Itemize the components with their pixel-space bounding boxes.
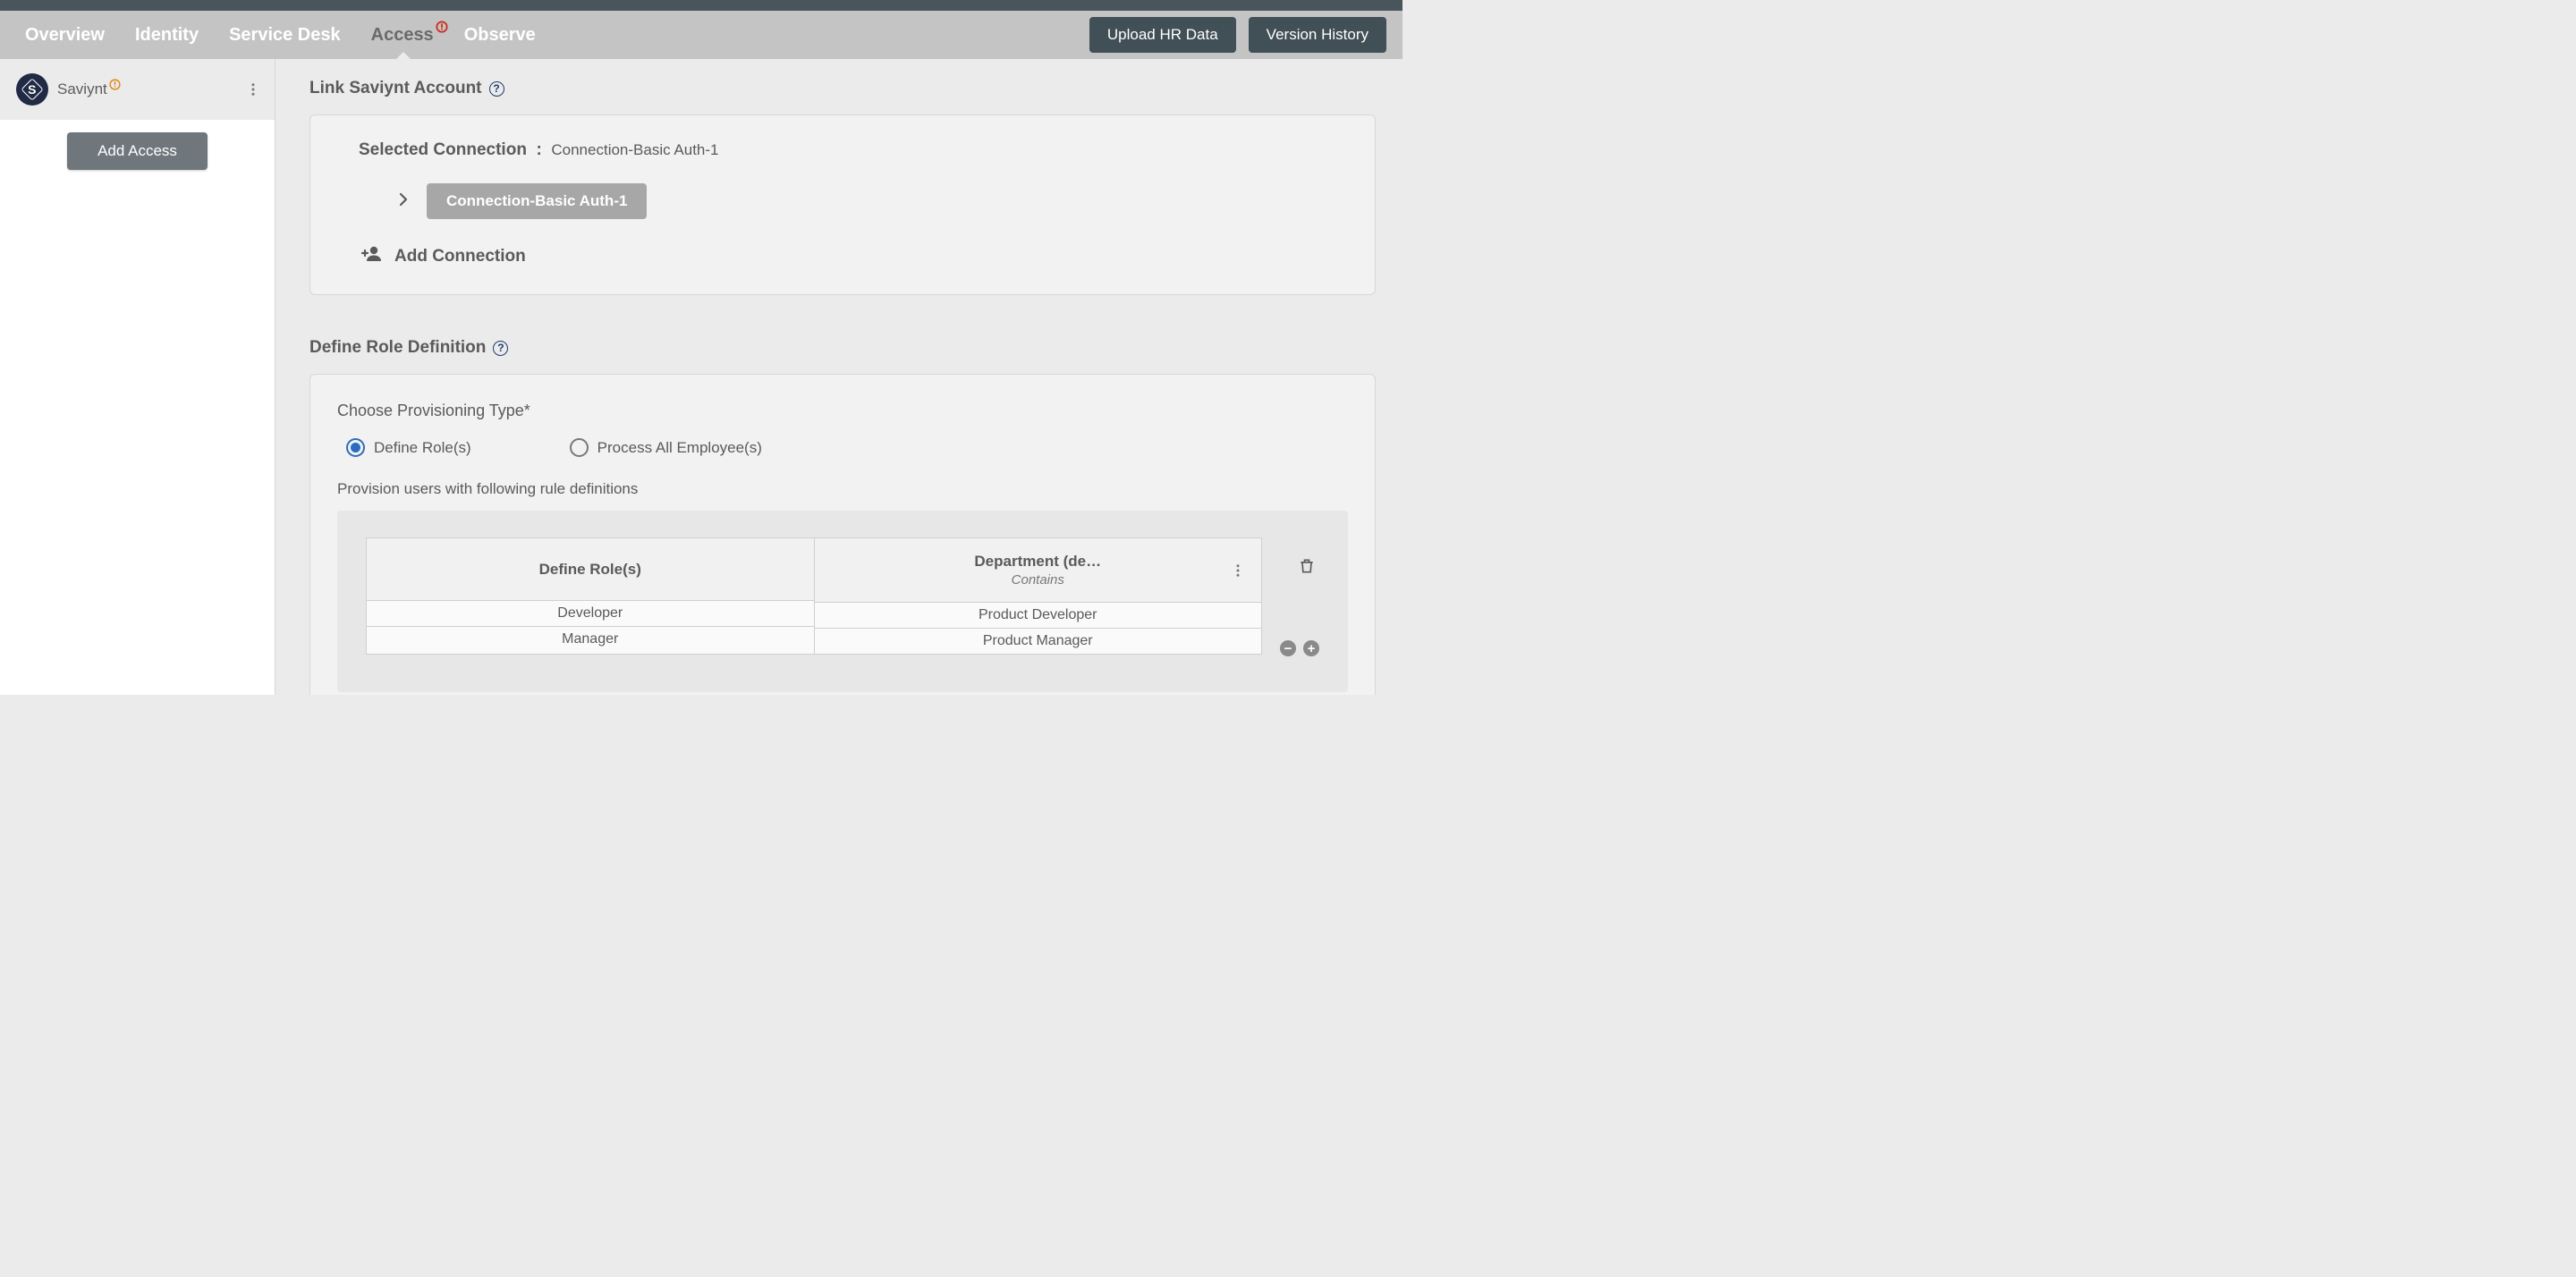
- tab-observe[interactable]: Observe: [459, 13, 541, 58]
- main: S Saviynt Add Access Link Saviynt Accoun…: [0, 59, 1402, 695]
- sidebar-item-label: Saviynt: [57, 80, 107, 98]
- rule-col2-header-line1: Department (de…: [974, 553, 1101, 571]
- provisioning-type-radios: Define Role(s) Process All Employee(s): [346, 438, 1348, 457]
- sidebar-item-label-wrap: Saviynt: [57, 80, 233, 98]
- choose-provisioning-label: Choose Provisioning Type*: [337, 402, 1348, 420]
- delete-rule-button[interactable]: [1298, 557, 1316, 579]
- radio-define-roles-label: Define Role(s): [374, 439, 471, 457]
- help-icon[interactable]: ?: [489, 81, 504, 97]
- tabs: Overview Identity Service Desk Access Ob…: [20, 13, 1089, 58]
- link-account-title-text: Link Saviynt Account: [309, 79, 482, 98]
- column-menu-button[interactable]: [1227, 560, 1249, 581]
- avatar: S: [16, 73, 48, 106]
- rule-definitions-box: Define Role(s) Developer Manager Departm…: [337, 511, 1348, 692]
- role-definition-panel: Choose Provisioning Type* Define Role(s)…: [309, 374, 1376, 695]
- tab-access-label: Access: [371, 25, 434, 45]
- rule-col2-header-line2: Contains: [1012, 572, 1064, 588]
- help-icon[interactable]: ?: [493, 341, 508, 356]
- selected-connection-row: Selected Connection : Connection-Basic A…: [359, 140, 1339, 160]
- remove-row-button[interactable]: −: [1280, 640, 1296, 656]
- avatar-letter: S: [28, 82, 36, 97]
- role-definition-title-text: Define Role Definition: [309, 338, 486, 358]
- rule-col-department-header: Department (de… Contains: [815, 538, 1262, 603]
- role-definition-title: Define Role Definition ?: [309, 338, 1376, 358]
- rule-table-wrap: Define Role(s) Developer Manager Departm…: [366, 537, 1262, 655]
- add-connection-label: Add Connection: [394, 247, 526, 266]
- person-add-icon: [360, 242, 384, 271]
- tab-access[interactable]: Access: [366, 13, 439, 58]
- table-cell: Product Manager: [815, 629, 1262, 654]
- connection-row: Connection-Basic Auth-1: [398, 183, 1339, 219]
- upload-hr-data-button[interactable]: Upload HR Data: [1089, 17, 1236, 53]
- selected-connection-label: Selected Connection: [359, 140, 527, 159]
- header-actions: Upload HR Data Version History: [1089, 17, 1386, 53]
- table-cell: Manager: [367, 627, 814, 652]
- tab-bar: Overview Identity Service Desk Access Ob…: [0, 11, 1402, 59]
- rule-col-department: Department (de… Contains Product Develop…: [814, 537, 1263, 655]
- table-cell: Developer: [367, 601, 814, 627]
- add-row-button[interactable]: +: [1303, 640, 1319, 656]
- sidebar-item-menu-button[interactable]: [242, 79, 264, 100]
- rule-col1-header: Define Role(s): [539, 561, 641, 579]
- radio-process-all[interactable]: Process All Employee(s): [570, 438, 762, 457]
- radio-icon: [570, 438, 589, 457]
- selected-connection-value: Connection-Basic Auth-1: [551, 141, 718, 158]
- rule-col-roles: Define Role(s) Developer Manager: [366, 537, 814, 655]
- connection-chip[interactable]: Connection-Basic Auth-1: [427, 183, 647, 219]
- top-strip: [0, 0, 1402, 11]
- add-access-button[interactable]: Add Access: [67, 132, 208, 170]
- row-controls: − +: [1280, 640, 1319, 656]
- provision-label: Provision users with following rule defi…: [337, 480, 1348, 498]
- link-account-title: Link Saviynt Account ?: [309, 79, 1376, 98]
- radio-define-roles[interactable]: Define Role(s): [346, 438, 471, 457]
- warning-icon: [109, 77, 121, 89]
- rule-col-roles-header: Define Role(s): [367, 538, 814, 601]
- alert-icon: [436, 18, 448, 30]
- add-connection-button[interactable]: Add Connection: [360, 242, 1339, 271]
- content: Link Saviynt Account ? Selected Connecti…: [275, 59, 1402, 695]
- radio-process-all-label: Process All Employee(s): [597, 439, 762, 457]
- sidebar: S Saviynt Add Access: [0, 59, 275, 695]
- radio-icon: [346, 438, 365, 457]
- rule-table: Define Role(s) Developer Manager Departm…: [366, 537, 1262, 655]
- tab-overview[interactable]: Overview: [20, 13, 110, 58]
- link-account-panel: Selected Connection : Connection-Basic A…: [309, 114, 1376, 295]
- version-history-button[interactable]: Version History: [1249, 17, 1386, 53]
- tab-service-desk[interactable]: Service Desk: [224, 13, 346, 58]
- table-cell: Product Developer: [815, 603, 1262, 629]
- sidebar-item-saviynt[interactable]: S Saviynt: [0, 59, 275, 120]
- chevron-right-icon[interactable]: [398, 191, 409, 212]
- tab-identity[interactable]: Identity: [130, 13, 204, 58]
- colon: :: [531, 140, 551, 159]
